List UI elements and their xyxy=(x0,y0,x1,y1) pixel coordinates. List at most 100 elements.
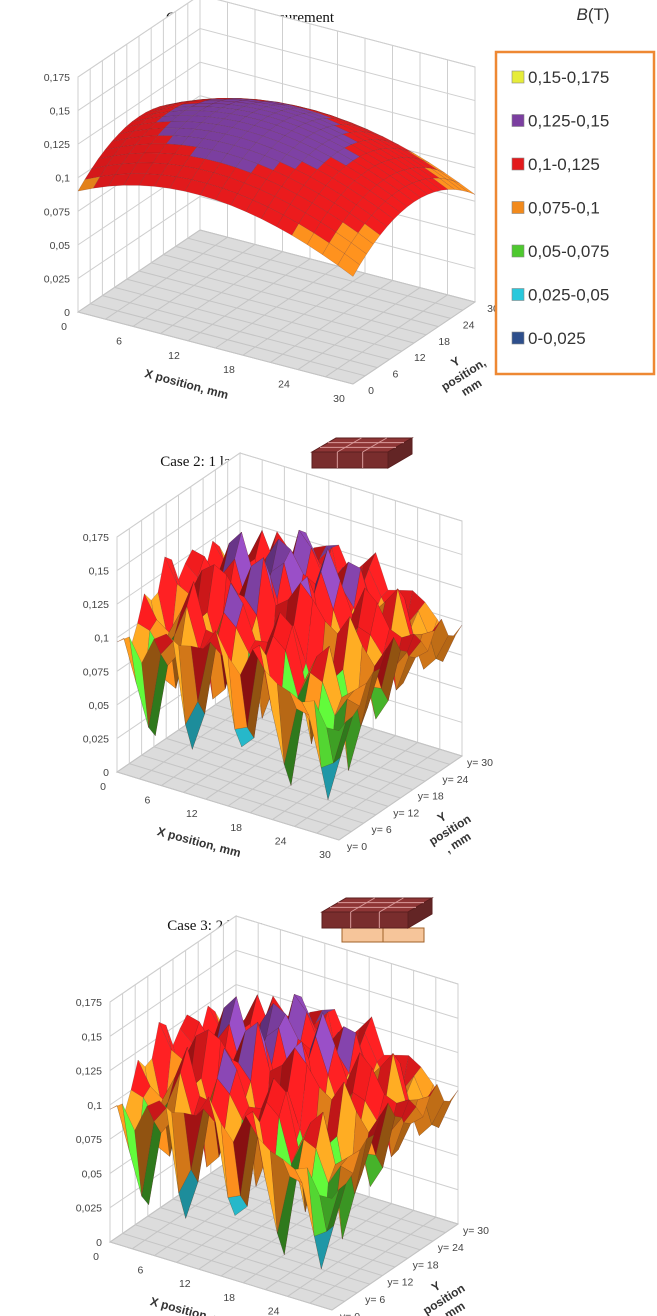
floor-gridline xyxy=(185,1189,408,1259)
floor-gridline xyxy=(331,1223,459,1311)
floor-gridline xyxy=(352,301,476,385)
surface-cell xyxy=(326,721,347,763)
floor-gridline xyxy=(316,748,441,834)
legend-label: 0-0,025 xyxy=(528,329,586,348)
chart-panel-case1: Case 1: Warm measurementT>Tc00,0250,050,… xyxy=(44,0,499,405)
z-tick-label: 0,025 xyxy=(44,273,70,285)
y-tick-label: y= 18 xyxy=(413,1259,439,1271)
z-gridline xyxy=(77,0,476,78)
surface-cell xyxy=(424,1083,445,1126)
x-tick-label: 18 xyxy=(223,364,235,376)
floor-gridline xyxy=(190,721,413,791)
y-tick-label: y= 12 xyxy=(387,1277,413,1289)
legend-title-unit: (T) xyxy=(588,5,610,24)
legend-label: 0,075-0,1 xyxy=(528,199,600,218)
z-tick-label: 0,175 xyxy=(76,997,102,1009)
chart-panel-case2: Case 2: 1 layer00,0250,050,0750,10,1250,… xyxy=(83,437,493,861)
x-tick-label: 6 xyxy=(116,335,122,347)
z-tick-label: 0,125 xyxy=(76,1066,102,1078)
z-tick-label: 0,05 xyxy=(89,700,110,712)
inset-tile-groove xyxy=(350,897,375,913)
z-tick-label: 0,125 xyxy=(44,139,70,151)
floor-gridline xyxy=(151,262,427,336)
x-tick-label: 24 xyxy=(278,379,290,391)
z-tick-label: 0,1 xyxy=(87,1100,102,1112)
inset-tile-groove xyxy=(362,437,387,453)
surface-cell xyxy=(384,195,408,214)
y-tick-label: y= 12 xyxy=(393,807,419,819)
legend: B(T) 0,15-0,175 0,125-0,15 0,1-0,125 0,075-0… xyxy=(494,5,656,376)
z-tick-label: 0,15 xyxy=(50,106,71,118)
legend-swatch xyxy=(511,157,525,171)
floor-gridline xyxy=(309,1216,437,1304)
surface-cell xyxy=(337,253,361,277)
z-tick-label: 0,025 xyxy=(83,733,109,745)
surface-plot xyxy=(116,529,463,800)
legend-label: 0,125-0,15 xyxy=(528,112,609,131)
y-tick-label: 30 xyxy=(487,303,499,315)
y-tick-label: 24 xyxy=(463,319,475,331)
z-tick-label: 0,15 xyxy=(82,1031,103,1043)
z-tick-label: 0,075 xyxy=(76,1134,102,1146)
surface-cell xyxy=(340,1149,361,1174)
surface-cell xyxy=(418,178,442,193)
z-tick-label: 0 xyxy=(64,307,70,319)
y-tick-label: y= 0 xyxy=(340,1311,360,1316)
floor-gridline xyxy=(163,254,439,328)
x-tick-label: 30 xyxy=(319,849,331,861)
y-tick-label: y= 6 xyxy=(372,824,392,836)
y-tick-label: 12 xyxy=(414,352,426,364)
z-tick-label: 0,075 xyxy=(44,206,70,218)
z-tick-label: 0,075 xyxy=(83,666,109,678)
y-tick-label: 0 xyxy=(368,385,374,397)
y-tick-label: y= 6 xyxy=(365,1294,385,1306)
x-tick-label: 24 xyxy=(268,1305,280,1316)
floor-gridline xyxy=(325,294,448,378)
x-tick-label: 12 xyxy=(168,350,180,362)
legend-label: 0,1-0,125 xyxy=(528,155,600,174)
legend-title-symbol: B xyxy=(576,5,587,24)
z-tick-label: 0 xyxy=(96,1237,102,1249)
z-tick-label: 0,175 xyxy=(83,532,109,544)
x-tick-label: 6 xyxy=(144,795,150,807)
x-tick-label: 12 xyxy=(186,808,198,820)
z-tick-label: 0,025 xyxy=(76,1203,102,1215)
y-tick-label: y= 0 xyxy=(347,841,367,853)
legend-swatch xyxy=(511,288,525,301)
inset-tile-front xyxy=(311,451,389,469)
x-tick-label: 0 xyxy=(61,321,67,333)
x-axis-label: X position, mm xyxy=(143,366,230,402)
z-tick-label: 0,175 xyxy=(44,72,70,84)
surface-cell xyxy=(374,637,394,690)
y-tick-label: y= 24 xyxy=(442,774,468,786)
surface-cell xyxy=(408,640,429,658)
x-tick-label: 18 xyxy=(223,1292,235,1304)
y-tick-label: y= 18 xyxy=(418,791,444,803)
y-tick-label: y= 30 xyxy=(467,757,493,769)
floor-gridline xyxy=(265,1203,392,1291)
y-tick-label: y= 24 xyxy=(438,1242,464,1254)
surface-cell xyxy=(347,1138,368,1195)
x-tick-label: 12 xyxy=(179,1278,191,1290)
tile-inset xyxy=(310,437,414,469)
floor-gridline xyxy=(242,272,366,356)
surface-cell xyxy=(435,635,456,662)
z-tick-label: 0,1 xyxy=(55,173,70,185)
surface-plot xyxy=(77,98,476,277)
floor-gridline xyxy=(199,229,476,303)
legend-swatch xyxy=(511,244,525,258)
z-tick-label: 0,05 xyxy=(50,240,71,252)
x-tick-label: 24 xyxy=(275,835,287,847)
x-tick-label: 0 xyxy=(100,781,106,793)
legend-swatch xyxy=(511,201,525,214)
z-tick-label: 0,125 xyxy=(83,599,109,611)
surface-cell xyxy=(319,1189,340,1232)
surface-cell xyxy=(428,618,449,660)
legend-swatch xyxy=(511,331,525,345)
y-tick-label: 18 xyxy=(438,336,450,348)
z-tick-label: 0,05 xyxy=(82,1168,103,1180)
